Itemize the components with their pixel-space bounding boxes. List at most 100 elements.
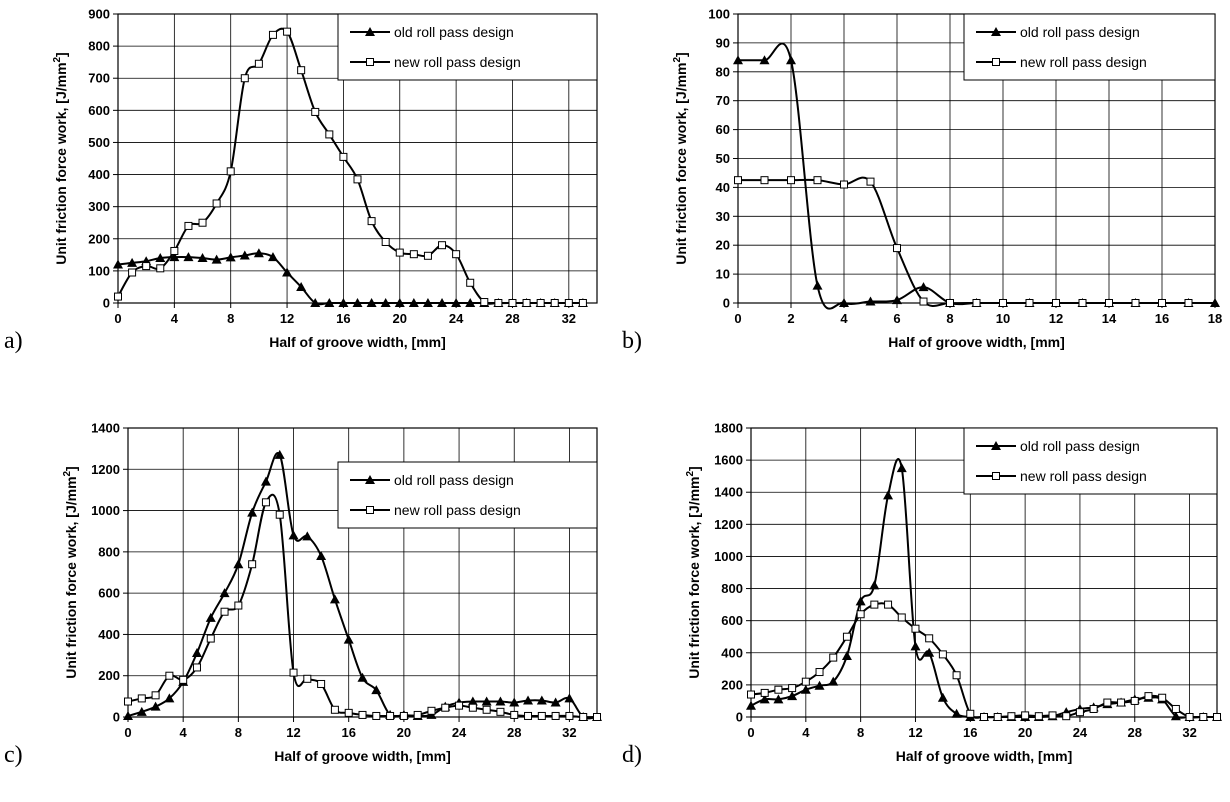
x-axis-label: Half of groove width, [mm] (274, 748, 451, 764)
data-point (1144, 692, 1153, 701)
y-axis-label-end: ] (686, 466, 702, 471)
data-point (564, 693, 575, 703)
data-point (578, 299, 587, 307)
data-point (282, 267, 293, 277)
data-point (1034, 712, 1043, 721)
data-point (127, 257, 138, 267)
data-point (746, 700, 756, 710)
data-point (310, 298, 321, 307)
data-point (297, 66, 306, 75)
data-point (437, 298, 448, 307)
data-point (494, 299, 503, 307)
x-tick-label: 28 (1128, 725, 1142, 740)
y-axis-label: Unit friction force work, [J/mm2] (52, 52, 69, 264)
data-point (787, 691, 798, 701)
y-tick-label: 0 (723, 296, 730, 311)
y-axis-label-sup: 2 (672, 56, 683, 62)
series-new (734, 176, 1193, 307)
x-tick-label: 32 (562, 311, 576, 326)
data-point (233, 559, 244, 569)
data-point (866, 177, 875, 186)
panel-label: d) (622, 742, 642, 768)
x-tick-label: 16 (341, 725, 355, 740)
data-point (893, 244, 901, 253)
data-point (1089, 704, 1098, 713)
y-tick-label: 1400 (91, 421, 120, 436)
data-point (773, 694, 784, 704)
y-tick-label: 1200 (91, 462, 120, 477)
data-point (170, 246, 179, 255)
data-point (151, 691, 160, 700)
x-axis-label: Half of groove width, [mm] (896, 748, 1073, 764)
data-point (760, 176, 769, 185)
legend-label: old roll pass design (1020, 438, 1140, 454)
data-point (1062, 712, 1071, 721)
data-point (137, 694, 146, 703)
data-point (226, 167, 235, 176)
data-point (128, 268, 137, 277)
data-point (155, 253, 166, 263)
data-point (234, 601, 243, 610)
data-point (339, 152, 348, 161)
legend-marker (991, 441, 1001, 450)
data-point (330, 705, 339, 714)
legend-marker (366, 506, 374, 514)
data-point (206, 634, 215, 643)
data-point (303, 674, 312, 683)
data-point (759, 55, 770, 65)
data-point (869, 580, 880, 590)
x-tick-label: 24 (449, 311, 464, 326)
data-point (211, 254, 222, 264)
data-point (357, 672, 368, 682)
data-point (972, 299, 981, 307)
data-point (1105, 299, 1113, 307)
x-tick-label: 10 (996, 311, 1010, 326)
series-old (746, 458, 1222, 721)
y-tick-label: 60 (716, 122, 730, 137)
legend-label: old roll pass design (394, 472, 514, 488)
y-tick-label: 600 (98, 586, 120, 601)
data-point (856, 610, 865, 619)
x-tick-label: 28 (507, 725, 521, 740)
data-point (451, 298, 462, 307)
data-point (352, 298, 363, 307)
data-point (275, 510, 284, 519)
data-point (372, 711, 381, 720)
data-point (564, 299, 573, 307)
y-tick-label: 50 (716, 151, 730, 166)
chart-panel-4: 0 200 400 600 800 1000 1200 1400 1600 1800 0 4 8 12 16… (622, 421, 1222, 768)
data-point (841, 650, 852, 660)
data-point (1210, 298, 1220, 307)
data-point (114, 292, 122, 301)
data-point (937, 692, 948, 702)
data-point (438, 241, 447, 250)
data-point (191, 648, 202, 658)
y-tick-label: 1600 (714, 453, 743, 468)
data-point (870, 600, 879, 609)
y-tick-label: 800 (721, 581, 743, 596)
data-point (409, 250, 418, 259)
legend-label: old roll pass design (1020, 24, 1140, 40)
data-point (394, 298, 405, 307)
data-point (759, 694, 770, 704)
data-point (1021, 711, 1030, 720)
legend-box (963, 13, 1216, 81)
x-tick-label: 32 (1182, 725, 1196, 740)
data-point (408, 298, 419, 307)
data-point (1048, 711, 1057, 720)
legend-box (337, 461, 598, 529)
chart-panel-2: 0 10 20 30 40 50 60 70 80 90 100 0 2 4 6 8 10 12 14 16 18 Hal… (622, 7, 1222, 355)
series-new (114, 27, 587, 307)
x-tick-label: 20 (393, 311, 407, 326)
data-point (1078, 299, 1087, 307)
x-tick-label: 12 (280, 311, 294, 326)
data-point (839, 298, 849, 307)
data-point (455, 701, 464, 710)
data-point (268, 30, 277, 39)
data-point (550, 697, 561, 707)
data-point (413, 710, 422, 719)
data-point (198, 218, 207, 227)
data-point (248, 560, 257, 569)
data-point (733, 55, 743, 65)
x-tick-label: 4 (171, 311, 179, 326)
